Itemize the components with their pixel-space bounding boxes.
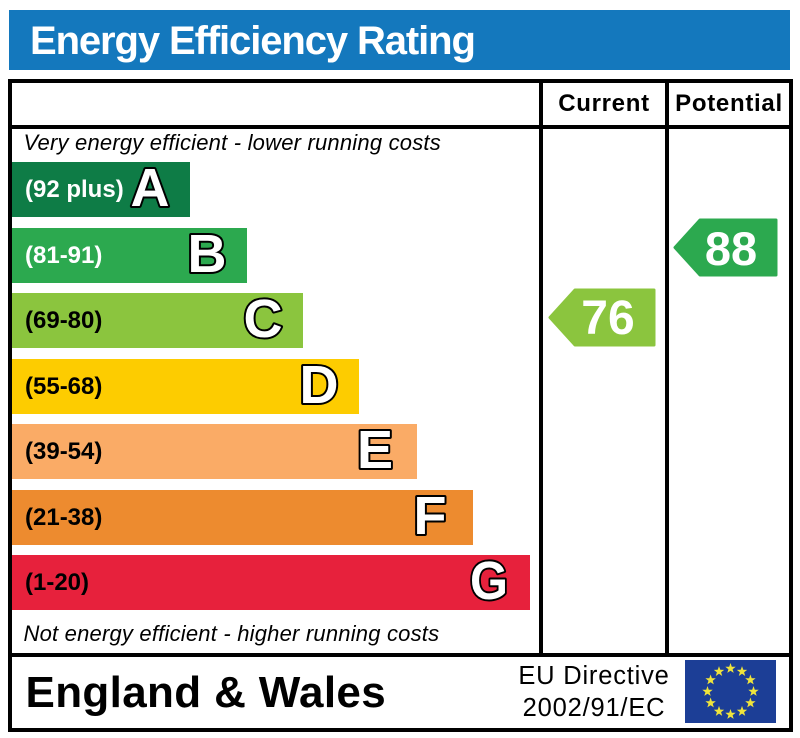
- svg-text:F: F: [414, 486, 447, 546]
- svg-text:G: G: [470, 551, 508, 611]
- svg-text:C: C: [244, 289, 283, 349]
- svg-text:B: B: [188, 224, 227, 284]
- svg-text:A: A: [131, 158, 170, 218]
- svg-text:D: D: [300, 355, 339, 415]
- svg-text:76: 76: [581, 292, 634, 345]
- svg-text:88: 88: [705, 222, 757, 275]
- svg-text:E: E: [357, 420, 393, 480]
